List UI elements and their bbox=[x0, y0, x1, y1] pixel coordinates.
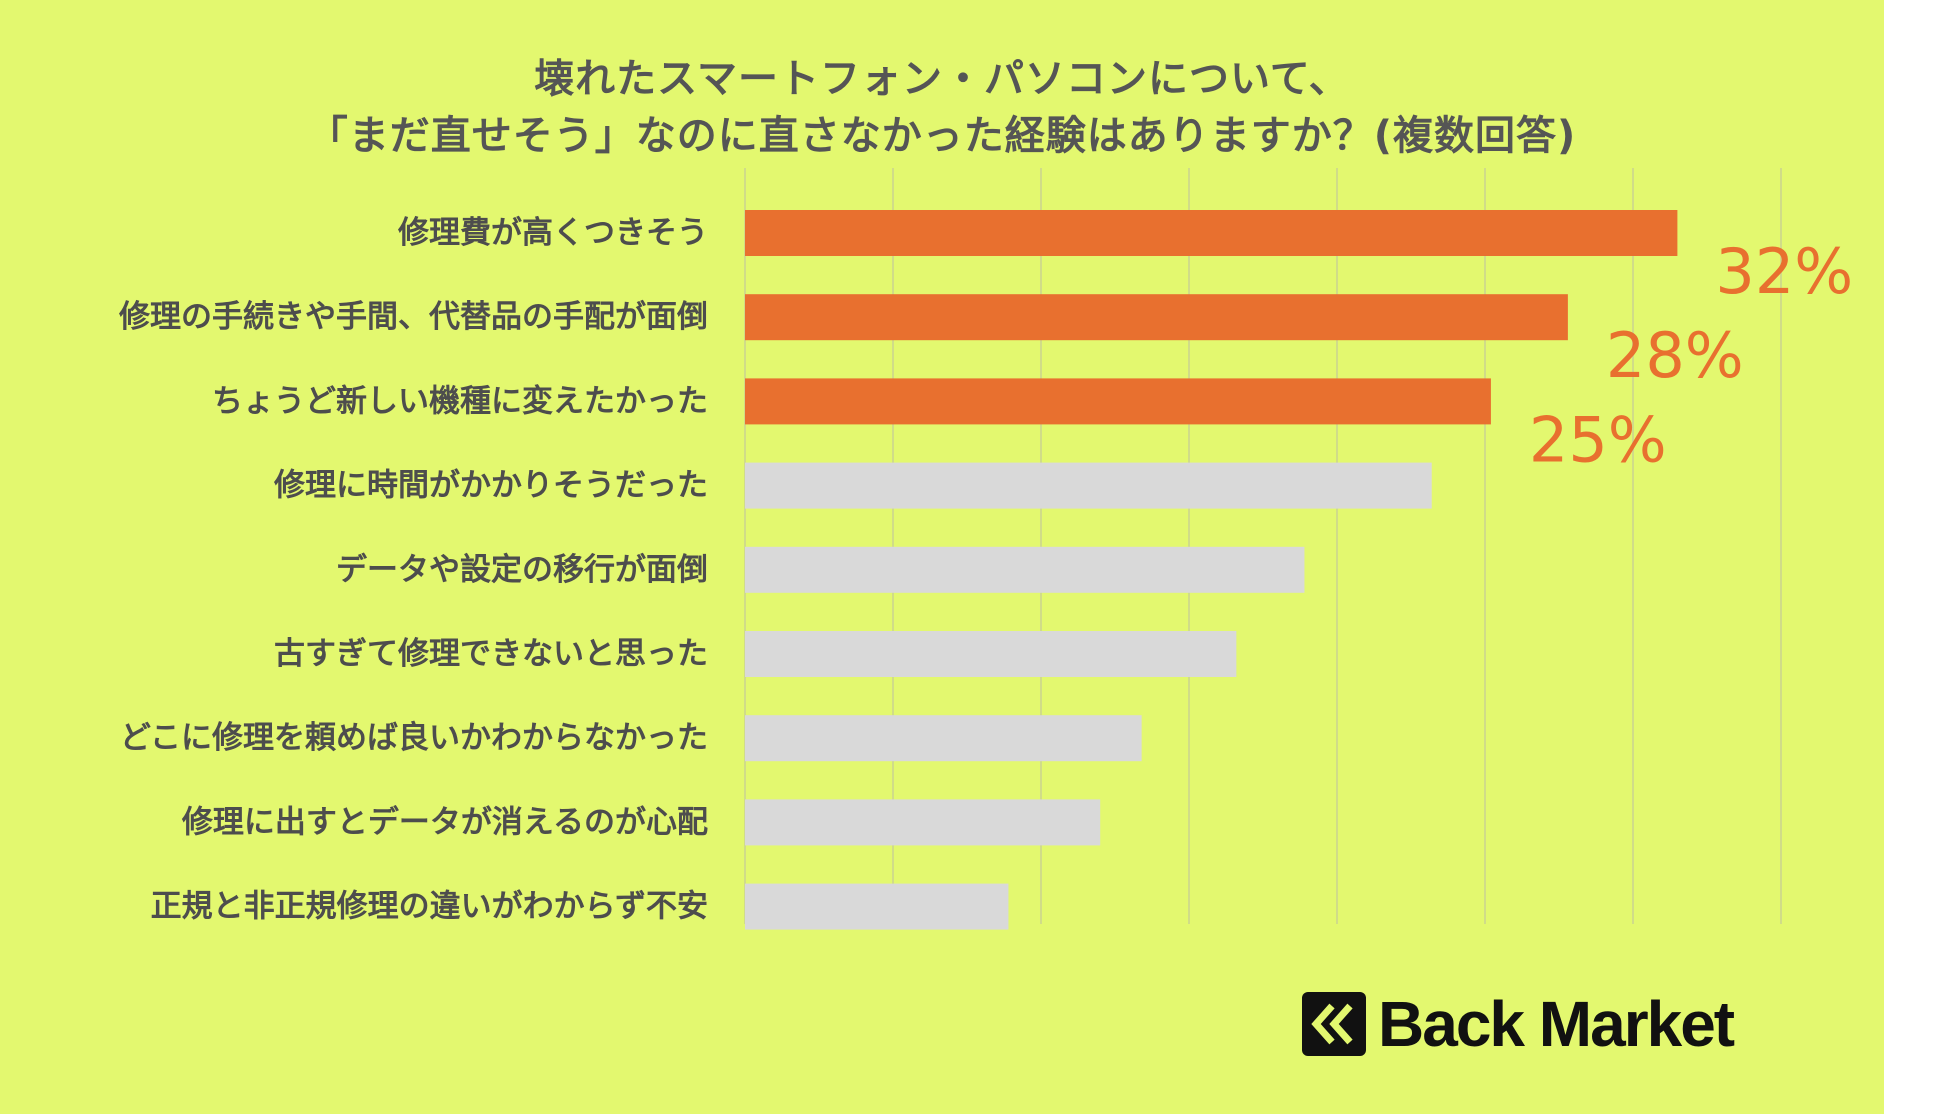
category-label: 正規と非正規修理の違いがわからず不安 bbox=[151, 889, 708, 925]
value-label: 25% bbox=[1529, 403, 1667, 476]
bar bbox=[745, 294, 1568, 341]
back-market-chevron-icon bbox=[1302, 992, 1366, 1056]
bar bbox=[745, 799, 1101, 846]
chart-card: 壊れたスマートフォン・パソコンについて、 「まだ直せそう」なのに直さなかった経験… bbox=[0, 0, 1884, 1114]
chart-title-line-1: 壊れたスマートフォン・パソコンについて、 bbox=[534, 56, 1350, 102]
bar bbox=[745, 546, 1305, 593]
bars bbox=[745, 210, 1678, 930]
chart-title-line-2: 「まだ直せそう」なのに直さなかった経験はありますか？(複数回答) bbox=[307, 113, 1577, 159]
bar-chart: 修理費が高くつきそう修理の手続きや手間、代替品の手配が面倒ちょうど新しい機種に変… bbox=[118, 168, 1853, 930]
category-label: 修理費が高くつきそう bbox=[397, 215, 708, 251]
back-market-logo: Back Market bbox=[1302, 988, 1735, 1060]
logo-text: Back Market bbox=[1378, 988, 1735, 1060]
category-label: データや設定の移行が面倒 bbox=[336, 552, 708, 588]
bar bbox=[745, 631, 1237, 677]
value-label: 28% bbox=[1606, 319, 1744, 392]
gridlines bbox=[744, 168, 1782, 924]
bar bbox=[745, 210, 1678, 256]
value-labels: 32% 28% 25% bbox=[1529, 235, 1853, 476]
bar bbox=[745, 462, 1432, 509]
category-label: 古すぎて修理できないと思った bbox=[274, 636, 708, 672]
category-label: 修理に出すとデータが消えるのが心配 bbox=[181, 804, 708, 840]
bar bbox=[745, 883, 1009, 930]
category-labels: 修理費が高くつきそう修理の手続きや手間、代替品の手配が面倒ちょうど新しい機種に変… bbox=[118, 215, 708, 925]
category-label: 修理の手続きや手間、代替品の手配が面倒 bbox=[118, 299, 708, 335]
bar bbox=[745, 715, 1142, 762]
bar bbox=[745, 378, 1491, 425]
category-label: どこに修理を頼めば良いかわからなかった bbox=[120, 720, 708, 756]
value-label: 32% bbox=[1715, 235, 1853, 308]
category-label: ちょうど新しい機種に変えたかった bbox=[212, 383, 708, 419]
category-label: 修理に時間がかかりそうだった bbox=[273, 468, 708, 504]
